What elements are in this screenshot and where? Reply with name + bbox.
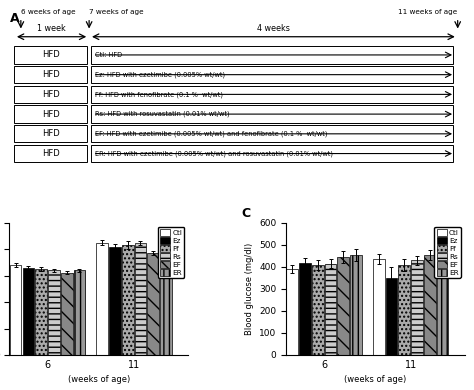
Bar: [399, 265, 410, 355]
Text: Ctl: HFD: Ctl: HFD: [95, 52, 122, 58]
Bar: [48, 271, 60, 355]
Bar: [122, 245, 134, 355]
Bar: [73, 271, 85, 355]
Bar: [61, 273, 73, 355]
Text: 1 week: 1 week: [37, 24, 66, 33]
Text: HFD: HFD: [42, 50, 60, 59]
Bar: [14, 105, 87, 123]
Text: C: C: [241, 207, 251, 220]
Bar: [373, 259, 384, 355]
X-axis label: (weeks of age): (weeks of age): [68, 375, 130, 384]
X-axis label: (weeks of age): (weeks of age): [344, 375, 406, 384]
Legend: Ctl, Ez, Ff, Rs, EF, ER: Ctl, Ez, Ff, Rs, EF, ER: [158, 227, 184, 278]
Text: 11 weeks of age: 11 weeks of age: [399, 9, 458, 16]
Text: ER: HFD with ezetimibe (0.005% wt/wt) and rosuvastatin (0.01% wt/wt): ER: HFD with ezetimibe (0.005% wt/wt) an…: [95, 150, 333, 157]
Bar: [350, 255, 362, 355]
Text: Ez: HFD with ezetimibe (0.005% wt/wt): Ez: HFD with ezetimibe (0.005% wt/wt): [95, 71, 225, 78]
Legend: Ctl, Ez, Ff, Rs, EF, ER: Ctl, Ez, Ff, Rs, EF, ER: [435, 227, 461, 278]
Bar: [10, 265, 21, 355]
Bar: [160, 256, 172, 355]
Bar: [91, 145, 453, 162]
Bar: [14, 86, 87, 103]
Bar: [91, 125, 453, 142]
Text: Ff: HFD with fenofibrate (0.1 %  wt/wt): Ff: HFD with fenofibrate (0.1 % wt/wt): [95, 91, 223, 98]
Bar: [286, 269, 298, 355]
Bar: [14, 125, 87, 142]
Text: 6 weeks of age: 6 weeks of age: [21, 9, 75, 16]
Bar: [147, 253, 159, 355]
Text: 4 weeks: 4 weeks: [257, 24, 290, 33]
Text: A: A: [9, 12, 19, 25]
Bar: [91, 66, 453, 83]
Bar: [14, 145, 87, 162]
Bar: [14, 66, 87, 83]
Bar: [23, 268, 34, 355]
Bar: [337, 257, 349, 355]
Text: 7 weeks of age: 7 weeks of age: [89, 9, 144, 16]
Text: HFD: HFD: [42, 129, 60, 138]
Bar: [135, 243, 146, 355]
Bar: [424, 255, 436, 355]
Bar: [437, 250, 448, 355]
Bar: [14, 46, 87, 64]
Bar: [109, 247, 121, 355]
Y-axis label: Blood glucose (mg/dl): Blood glucose (mg/dl): [245, 243, 254, 335]
Bar: [36, 269, 47, 355]
Bar: [91, 105, 453, 123]
Bar: [312, 265, 324, 355]
Bar: [96, 243, 108, 355]
Bar: [386, 278, 397, 355]
Bar: [299, 262, 311, 355]
Text: Rs: HFD with rosuvastatin (0.01% wt/wt): Rs: HFD with rosuvastatin (0.01% wt/wt): [95, 111, 229, 117]
Text: HFD: HFD: [42, 149, 60, 158]
Text: HFD: HFD: [42, 70, 60, 79]
Bar: [91, 46, 453, 64]
Bar: [411, 261, 423, 355]
Text: EF: HFD with ezetimibe (0.005% wt/wt) and fenofibrate (0.1 %  wt/wt): EF: HFD with ezetimibe (0.005% wt/wt) an…: [95, 131, 327, 137]
Text: HFD: HFD: [42, 90, 60, 99]
Text: HFD: HFD: [42, 110, 60, 119]
Bar: [325, 264, 337, 355]
Bar: [91, 86, 453, 103]
